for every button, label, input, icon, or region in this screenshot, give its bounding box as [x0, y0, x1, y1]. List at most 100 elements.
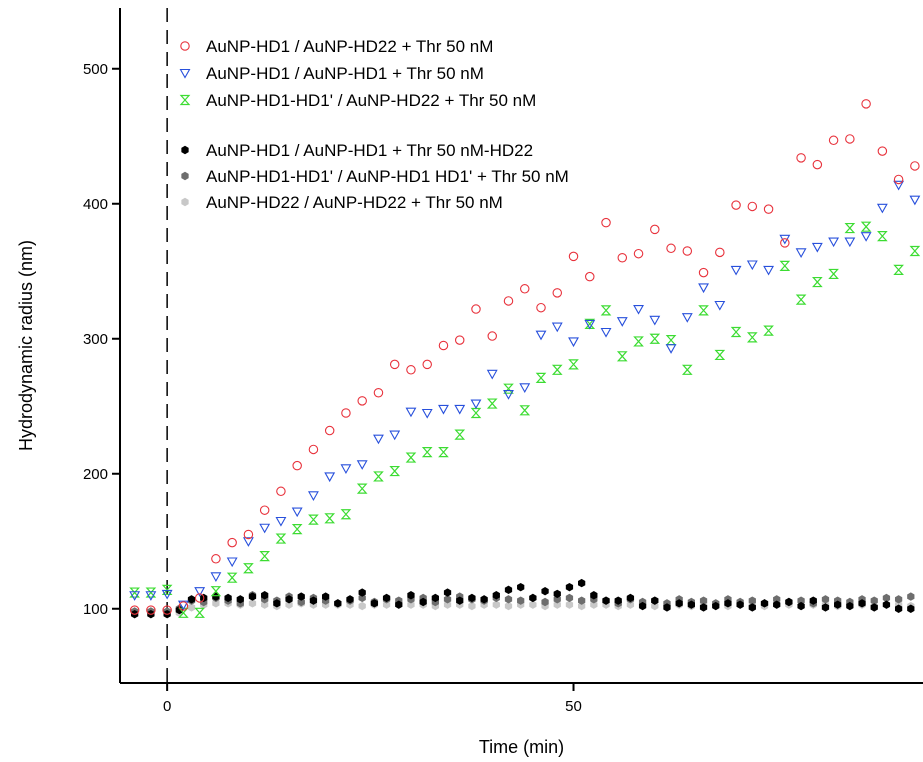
data-point: [161, 589, 173, 600]
data-point: [858, 599, 866, 608]
data-point: [480, 595, 488, 604]
data-point: [382, 600, 391, 609]
data-point: [357, 396, 367, 406]
data-point: [731, 200, 741, 210]
data-point: [259, 505, 270, 515]
y-tick-label: 100: [83, 601, 108, 618]
legend-marker: [179, 68, 191, 79]
data-point: [877, 146, 888, 156]
data-point: [421, 447, 433, 458]
data-point: [443, 588, 452, 597]
data-point: [292, 460, 302, 471]
data-point: [552, 288, 563, 298]
data-point: [340, 509, 352, 520]
data-point: [616, 351, 628, 362]
data-point: [779, 260, 791, 271]
data-point: [520, 284, 530, 294]
data-point: [129, 605, 140, 615]
data-point: [663, 603, 671, 612]
x-tick-label: 0: [163, 698, 171, 715]
data-point: [243, 563, 254, 574]
data-point: [828, 268, 839, 280]
data-point: [389, 465, 401, 477]
x-axis-label: Time (min): [479, 737, 564, 757]
data-point: [285, 600, 293, 609]
legend-marker: [180, 41, 190, 51]
data-point: [261, 591, 269, 600]
data-point: [796, 153, 806, 163]
data-point: [910, 161, 920, 171]
data-point: [454, 404, 466, 415]
data-point: [600, 327, 612, 338]
data-point: [405, 452, 417, 463]
data-point: [602, 596, 610, 605]
data-point: [224, 593, 232, 603]
data-point: [699, 596, 708, 605]
data-point: [259, 550, 271, 562]
data-point: [551, 364, 563, 375]
data-point: [129, 587, 140, 598]
legend-item: AuNP-HD1-HD1' / AuNP-HD1 HD1' + Thr 50 n…: [181, 167, 569, 186]
data-point: [876, 203, 888, 214]
data-point: [324, 513, 336, 524]
data-point: [145, 591, 157, 601]
data-point: [307, 491, 319, 501]
data-point: [665, 344, 677, 354]
data-point: [456, 596, 464, 605]
data-point: [578, 601, 586, 611]
data-point: [177, 600, 189, 611]
data-point: [210, 572, 222, 582]
data-point: [517, 582, 525, 592]
legend-marker: [181, 145, 189, 155]
data-point: [616, 317, 628, 327]
data-point: [503, 390, 514, 400]
data-point: [210, 586, 222, 597]
data-point: [194, 593, 205, 603]
legend-item: AuNP-HD22 / AuNP-HD22 + Thr 50 nM: [181, 193, 503, 212]
data-point: [553, 595, 561, 604]
data-point: [309, 596, 318, 605]
data-point: [633, 248, 644, 259]
data-point: [687, 600, 695, 609]
data-point: [358, 593, 366, 603]
data-point: [370, 599, 379, 608]
series-points: [130, 591, 915, 616]
data-point: [812, 159, 823, 170]
data-point: [211, 554, 221, 564]
data-point: [736, 600, 744, 609]
data-point: [846, 601, 854, 611]
data-point: [162, 605, 172, 615]
data-point: [748, 596, 756, 605]
data-point: [746, 332, 758, 343]
data-point: [492, 591, 500, 600]
data-point: [860, 232, 872, 242]
legend-item: AuNP-HD1-HD1' / AuNP-HD22 + Thr 50 nM: [179, 91, 536, 110]
data-point: [730, 326, 742, 338]
data-point: [633, 304, 644, 315]
data-point: [681, 313, 693, 323]
data-point: [356, 460, 368, 470]
data-point: [242, 537, 254, 547]
data-point: [504, 595, 513, 604]
legend-marker: [181, 171, 189, 181]
data-point: [504, 585, 513, 595]
data-point: [212, 592, 220, 601]
data-point: [773, 600, 781, 609]
data-point: [321, 592, 330, 601]
data-point: [626, 600, 635, 609]
y-tick-label: 500: [83, 61, 108, 78]
data-point: [308, 444, 319, 455]
data-point: [698, 283, 709, 294]
data-point: [797, 596, 805, 605]
data-point: [529, 593, 537, 603]
data-point: [795, 248, 807, 258]
data-point: [601, 217, 611, 228]
data-point: [535, 372, 547, 383]
data-point: [666, 243, 676, 254]
data-point: [178, 607, 189, 618]
data-point: [275, 533, 287, 544]
data-point: [633, 336, 644, 347]
series-points: [129, 180, 921, 611]
data-point: [860, 221, 872, 232]
